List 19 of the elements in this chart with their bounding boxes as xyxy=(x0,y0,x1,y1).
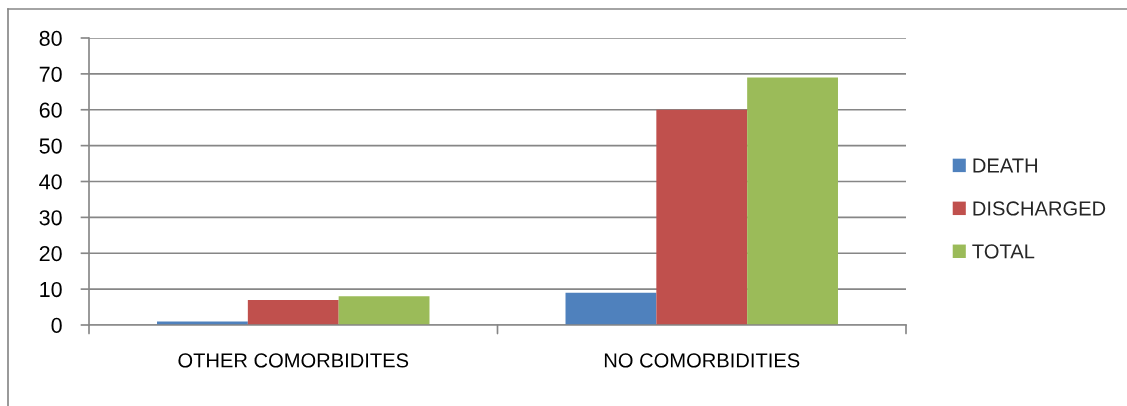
y-tick-label: 10 xyxy=(40,281,62,298)
y-tick-label: 80 xyxy=(39,30,62,47)
y-tick-label: 0 xyxy=(51,317,62,334)
bar xyxy=(247,299,339,325)
bar xyxy=(338,296,430,325)
bar xyxy=(565,292,657,325)
x-tick-label: NO COMORBIDITIES xyxy=(604,353,800,368)
y-tick-label: 50 xyxy=(39,138,62,154)
x-tick-label: OTHER COMORBIDITES xyxy=(178,353,409,368)
legend-label: TOTAL xyxy=(972,244,1035,259)
y-tick-label: 60 xyxy=(39,102,62,118)
y-tick-label: 40 xyxy=(39,174,62,190)
y-tick-label: 20 xyxy=(39,246,62,262)
bar xyxy=(747,77,838,325)
y-tick-label: 70 xyxy=(39,66,62,82)
legend-label: DISCHARGED xyxy=(973,201,1106,216)
legend-label: DEATH xyxy=(973,158,1037,173)
y-tick-label: 30 xyxy=(39,210,62,226)
bar xyxy=(656,109,748,325)
